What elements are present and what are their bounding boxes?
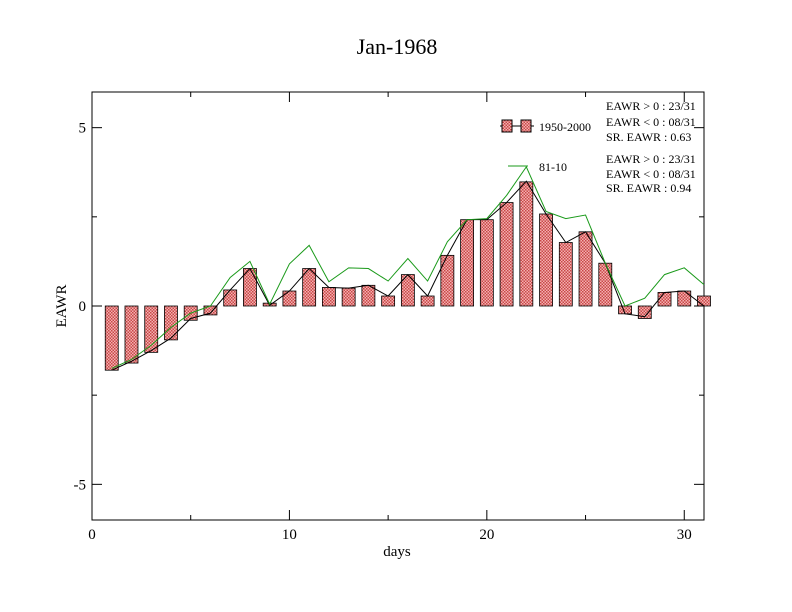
y-tick-label: 0 xyxy=(79,299,87,315)
legend-bar-swatch-right xyxy=(520,119,532,133)
bar-day-15 xyxy=(381,295,396,307)
bar-day-17 xyxy=(420,295,435,307)
stat-negative-2: EAWR < 0 : 08/31 xyxy=(606,167,696,181)
legend-label-81-10: 81-10 xyxy=(539,160,567,174)
axis-tick-labels: 0 10 20 30 -5 0 5 xyxy=(74,121,692,543)
legend-label-1950-2000: 1950-2000 xyxy=(539,120,591,134)
stat-positive-1: EAWR > 0 : 23/31 xyxy=(606,99,696,113)
bar-day-31 xyxy=(697,295,711,307)
bar-day-21 xyxy=(499,202,514,307)
stats-annotation-81-10: EAWR > 0 : 23/31 EAWR < 0 : 08/31 SR. EA… xyxy=(606,152,696,195)
bar-day-28 xyxy=(637,305,652,319)
x-tick-label: 20 xyxy=(479,527,494,543)
bar-series-1950-2000 xyxy=(104,181,711,371)
stat-negative-1: EAWR < 0 : 08/31 xyxy=(606,115,696,129)
line-series-group xyxy=(111,165,705,371)
bar-day-18 xyxy=(440,254,455,307)
bar-day-19 xyxy=(460,219,474,307)
bar-day-30 xyxy=(677,290,692,307)
bar-day-14 xyxy=(361,284,376,307)
bar-day-1 xyxy=(104,305,119,371)
x-axis-label: days xyxy=(383,544,411,560)
bar-day-3 xyxy=(144,305,159,353)
bar-day-24 xyxy=(558,242,573,307)
bar-day-20 xyxy=(479,219,494,307)
bar-day-29 xyxy=(657,292,672,307)
bar-day-25 xyxy=(578,231,593,307)
legend-bar-swatch-left xyxy=(501,119,513,133)
bar-day-12 xyxy=(322,287,336,307)
x-tick-label: 0 xyxy=(88,527,96,543)
x-tick-label: 30 xyxy=(677,527,692,543)
y-axis-label: EAWR xyxy=(54,285,70,328)
bar-day-2 xyxy=(124,305,139,364)
stats-annotation-1950-2000: EAWR > 0 : 23/31 EAWR < 0 : 08/31 SR. EA… xyxy=(606,99,696,144)
stat-positive-2: EAWR > 0 : 23/31 xyxy=(606,152,696,166)
bar-day-22 xyxy=(519,181,534,307)
x-tick-label: 10 xyxy=(282,527,297,543)
stat-sr-1: SR. EAWR : 0.63 xyxy=(606,130,691,144)
bar-day-13 xyxy=(341,287,356,307)
stat-sr-2: SR. EAWR : 0.94 xyxy=(606,181,691,195)
bar-day-7 xyxy=(223,289,238,307)
chart-title: Jan-1968 xyxy=(357,34,438,59)
bar-day-23 xyxy=(539,213,553,307)
bar-day-10 xyxy=(282,290,297,307)
bar-day-4 xyxy=(164,305,178,341)
line-series-81-10 xyxy=(111,165,705,369)
axis-ticks xyxy=(91,92,704,520)
legend: 1950-2000 81-10 xyxy=(500,119,591,174)
bar-day-26 xyxy=(598,262,613,307)
y-tick-label: 5 xyxy=(79,121,87,137)
y-tick-label: -5 xyxy=(74,477,87,493)
